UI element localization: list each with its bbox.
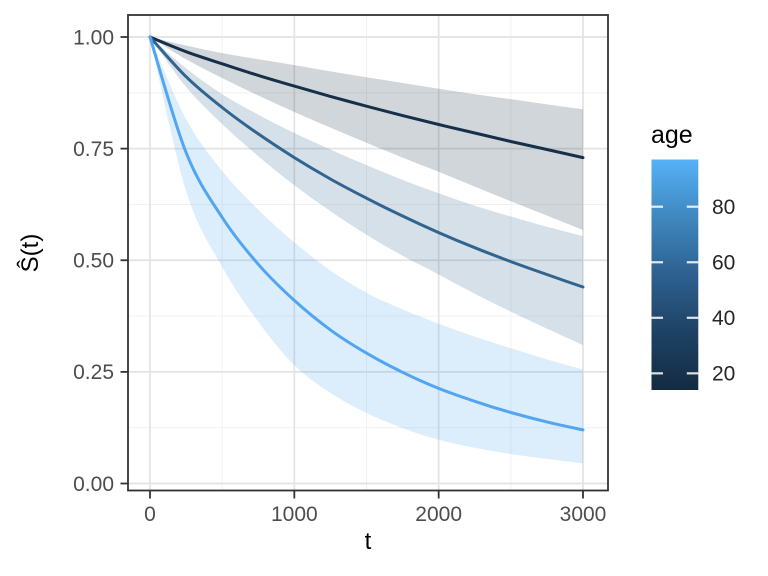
confidence-ribbon: [150, 37, 583, 464]
y-axis-tick-labels: 0.00 0.25 0.50 0.75 1.00: [73, 26, 114, 496]
x-axis-title: t: [365, 528, 372, 555]
major-gridlines: [128, 15, 608, 491]
survival-curve-high-age-light: [148, 35, 585, 432]
confidence-ribbon: [150, 37, 583, 230]
confidence-ribbon: [150, 37, 583, 346]
survival-curve-low-age-dark: [148, 35, 585, 160]
legend-tick-labels: 20 40 60 80: [712, 196, 735, 386]
survival-curve-mid-age-medium: [148, 35, 585, 289]
x-tick-label: 3000: [560, 503, 607, 526]
y-axis-ticks: [120, 36, 128, 485]
x-tick-label: 2000: [415, 503, 462, 526]
y-tick-label: 0.00: [73, 473, 114, 496]
y-axis-title: Ŝ(t): [16, 234, 44, 273]
y-tick-label: 0.75: [73, 138, 114, 161]
x-tick-label: 1000: [271, 503, 318, 526]
legend-age: age 20 40 60 80: [651, 121, 735, 390]
legend-tick-label: 80: [712, 196, 735, 219]
legend-colorbar: [651, 159, 699, 390]
legend-tick-label: 40: [712, 307, 735, 330]
y-tick-label: 0.25: [73, 361, 114, 384]
panel-border: [127, 14, 609, 492]
y-tick-label: 1.00: [73, 26, 114, 49]
x-axis-ticks: [149, 490, 584, 499]
x-axis-tick-labels: 0 1000 2000 3000: [144, 503, 606, 526]
legend-tick-marks: [651, 205, 699, 375]
legend-tick-label: 60: [712, 252, 735, 275]
legend-title: age: [651, 121, 693, 149]
y-tick-label: 0.50: [73, 250, 114, 273]
legend-tick-label: 20: [712, 363, 735, 386]
x-tick-label: 0: [144, 503, 156, 526]
survival-curves: [148, 35, 585, 432]
confidence-ribbons: [150, 37, 583, 464]
